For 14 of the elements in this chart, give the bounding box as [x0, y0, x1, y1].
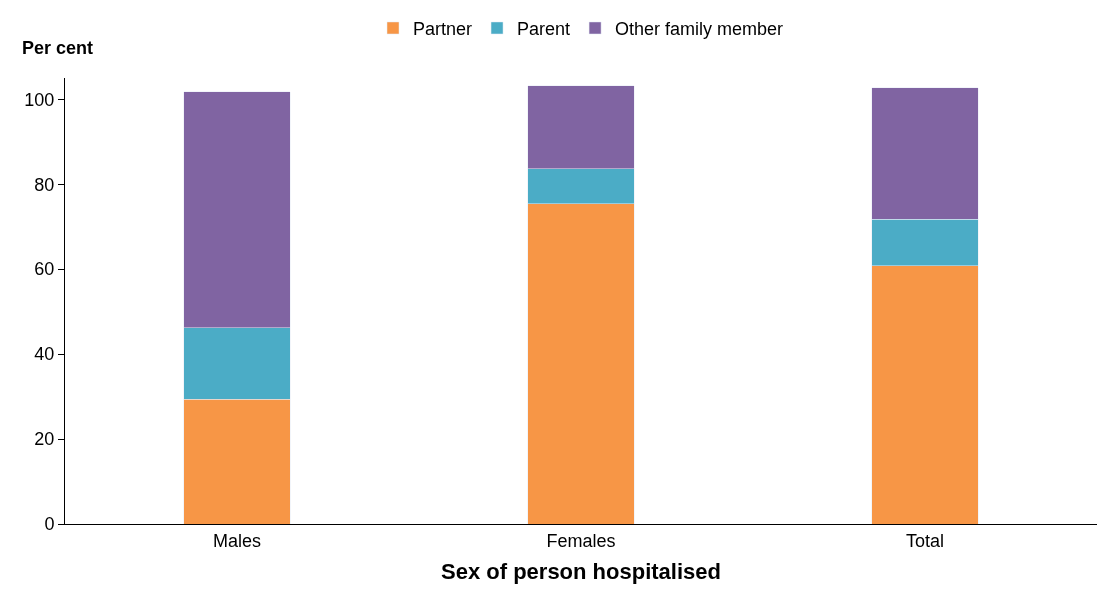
y-tick-label: 60 [34, 259, 55, 280]
x-tick-label: Total [905, 530, 945, 551]
y-tick-label: 80 [34, 174, 55, 195]
legend-label: Other family member [615, 19, 784, 39]
y-tick-label: 100 [24, 89, 55, 110]
y-axis-title: Per cent [22, 38, 94, 58]
y-tick-label: 0 [44, 514, 55, 535]
y-tick-label: 20 [34, 429, 55, 450]
legend-label: Partner [413, 19, 473, 39]
x-axis-title: Sex of person hospitalised [441, 559, 721, 585]
x-tick-label: Males [212, 530, 262, 551]
x-tick-label: Females [546, 530, 616, 551]
y-tick-label: 40 [34, 344, 55, 365]
legend-label: Parent [517, 19, 571, 39]
